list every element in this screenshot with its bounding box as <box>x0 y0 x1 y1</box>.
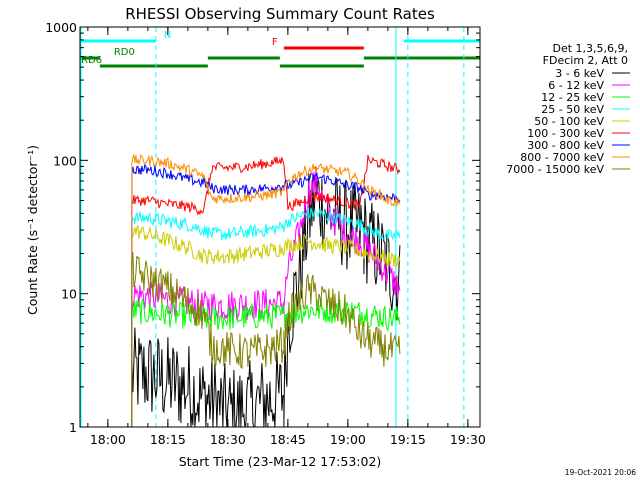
flag-label: RD6 <box>81 55 102 66</box>
y-axis: 1 10 100 1000 <box>45 20 480 435</box>
y-tick-label: 1 <box>69 420 77 435</box>
legend-label: 6 - 12 keV <box>548 79 604 92</box>
x-tick-label: 18:30 <box>210 432 246 447</box>
legend-label: 50 - 100 keV <box>534 115 604 128</box>
x-tick-label: 18:15 <box>150 432 186 447</box>
series-line <box>131 154 401 427</box>
plot-frame <box>79 26 481 428</box>
vertical-markers <box>80 27 465 427</box>
legend-label: 12 - 25 keV <box>541 91 604 104</box>
flag-label: N <box>164 30 171 41</box>
timestamp: 19-Oct-2021 20:06 <box>565 468 636 477</box>
series-line <box>131 296 401 427</box>
x-axis-label: Start Time (23-Mar-12 17:53:02) <box>179 454 382 469</box>
legend-header: Det 1,3,5,6,9, <box>552 42 628 55</box>
chart-title: RHESSI Observing Summary Count Rates <box>125 5 435 23</box>
legend-label: 3 - 6 keV <box>555 67 604 80</box>
series-lines <box>131 153 401 428</box>
x-axis: 18:00 18:15 18:30 18:45 19:00 19:15 19:30 <box>87 27 486 447</box>
x-tick-label: 19:00 <box>330 432 366 447</box>
y-tick-label: 1000 <box>45 20 77 35</box>
y-axis-label: Count Rate (s⁻¹ detector⁻¹) <box>25 145 40 315</box>
flag-label: RD0 <box>114 47 135 58</box>
y-tick-label: 10 <box>61 287 77 302</box>
legend: Det 1,3,5,6,9,FDecim 2, Att 03 - 6 keV6 … <box>506 42 630 176</box>
legend-label: 300 - 800 keV <box>527 139 604 152</box>
series-line <box>131 207 401 427</box>
flag-label: F <box>272 37 278 48</box>
series-line <box>131 163 401 427</box>
series-line <box>131 225 401 427</box>
x-tick-label: 19:15 <box>390 432 426 447</box>
y-tick-label: 100 <box>53 153 77 168</box>
flag-bars: N F RD0 RD6 <box>80 30 480 68</box>
legend-header: FDecim 2, Att 0 <box>543 54 628 67</box>
series-line <box>131 252 401 427</box>
x-tick-label: 19:30 <box>450 432 486 447</box>
legend-label: 7000 - 15000 keV <box>506 163 604 176</box>
legend-label: 25 - 50 keV <box>541 103 604 116</box>
x-tick-label: 18:00 <box>90 432 126 447</box>
legend-label: 100 - 300 keV <box>527 127 604 140</box>
legend-label: 800 - 7000 keV <box>520 151 604 164</box>
x-tick-label: 18:45 <box>270 432 306 447</box>
series-line <box>131 153 401 427</box>
